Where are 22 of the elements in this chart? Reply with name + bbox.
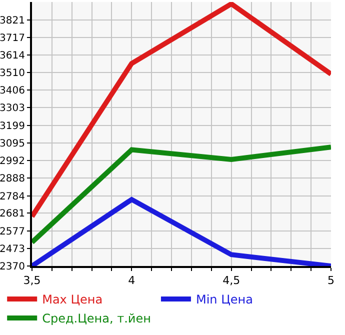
y-tick-label: 2473 [0,244,25,256]
y-tick-label: 3095 [0,138,25,150]
y-tick-label: 3717 [0,32,25,44]
y-tick-label: 2992 [0,156,25,167]
y-tick-label: 3199 [0,120,25,132]
y-tick-label: 2681 [0,208,25,220]
legend-label: Min Цена [196,292,253,307]
x-tick-label: 4,5 [222,274,240,288]
y-tick-label: 3821 [0,15,25,26]
legend-label: Max Цена [42,292,103,307]
y-tick-label: 3406 [0,86,25,97]
legend-label: Сред.Цена, т.йен [42,312,151,326]
y-tick-label: 2784 [0,191,25,202]
x-tick-label: 3,5 [23,274,41,288]
x-tick-label: 4 [128,274,136,288]
x-tick-label: 5 [328,274,334,288]
y-tick-label: 2577 [0,226,25,238]
y-tick-label: 2888 [0,174,25,185]
y-tick-label: 3614 [0,50,25,62]
y-tick-label: 2370 [0,262,25,272]
y-tick-label: 3303 [0,103,25,114]
y-tick-label: 3510 [0,68,25,80]
